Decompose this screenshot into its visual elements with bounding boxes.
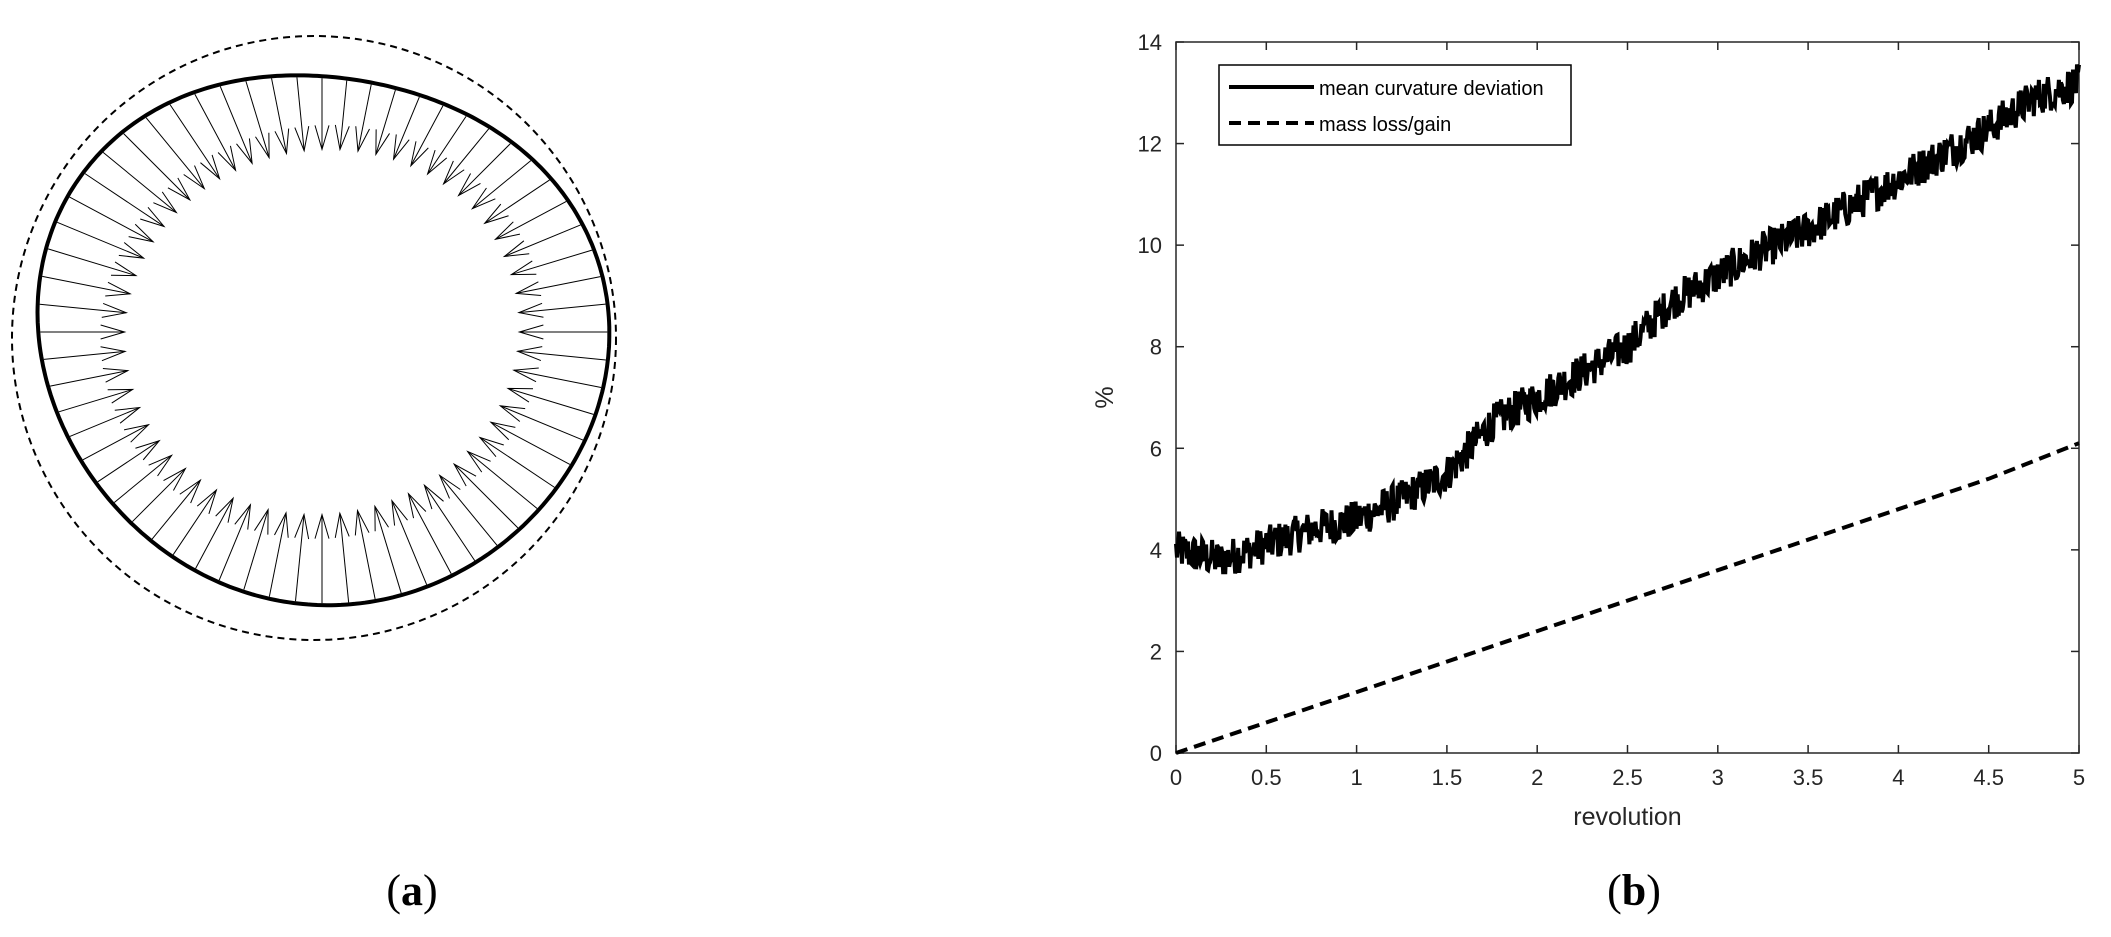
inward-arrow [219,86,253,165]
inward-arrow [334,511,350,603]
inward-arrow [243,507,269,590]
x-tick-label: 2.5 [1612,765,1643,790]
inward-arrow [169,104,221,181]
inward-arrow [512,367,602,389]
inward-arrow [355,84,372,153]
inward-arrow [294,512,310,602]
inward-arrow [151,478,202,540]
reference-circle [11,35,617,641]
inward-arrow [410,105,444,168]
inward-arrow [407,492,452,574]
inward-arrow [478,436,555,488]
inward-arrow [442,128,490,186]
inward-arrow [43,346,127,362]
y-tick-label: 12 [1138,132,1162,157]
inward-arrow [489,421,571,465]
inward-arrow [271,78,290,156]
inward-arrow [457,143,511,197]
x-tick-label: 1 [1350,765,1362,790]
inward-arrow [84,173,166,228]
inward-arrow [145,117,206,190]
inward-arrow [391,499,428,585]
inward-arrow [506,387,594,415]
deformed-contour [35,73,612,608]
x-tick-label: 3 [1712,765,1724,790]
x-tick-label: 4.5 [1973,765,2004,790]
y-tick-label: 10 [1138,233,1162,258]
inward-arrow [57,221,146,259]
inward-arrow [515,346,606,362]
inward-arrow [132,467,187,522]
inward-arrow [69,406,142,437]
inward-arrow [483,179,550,225]
series-line-mean-curvature-deviation [1174,64,2081,575]
inward-arrow [50,367,130,387]
inward-arrow [509,249,593,276]
x-tick-label: 4 [1892,765,1904,790]
inward-arrow [502,224,581,258]
inward-arrow [470,160,532,210]
inward-arrow [195,496,234,569]
panel-b-label: (b) [1607,866,1661,915]
inward-arrow [102,152,178,214]
inward-arrow [113,454,174,503]
inward-arrow [374,504,402,594]
panel-a-label: (a) [386,866,437,915]
inward-arrow [334,80,350,152]
inward-arrow [97,439,161,483]
inward-arrow [314,512,330,604]
y-tick-label: 14 [1138,30,1162,55]
inward-arrow [517,324,608,340]
inward-arrow [423,483,476,561]
inward-arrow [294,77,310,153]
x-tick-label: 3.5 [1793,765,1824,790]
legend-label-mean-curvature-deviation: mean curvature deviation [1319,78,1544,100]
x-axis-label: revolution [1573,803,1681,831]
inward-arrow [426,115,467,176]
inward-arrow [123,133,192,202]
inward-arrow [172,488,218,555]
inward-arrow [392,96,420,161]
inward-arrow [47,248,138,277]
series-line-mass-loss-gain [1175,441,2080,755]
inward-arrow [194,93,237,172]
inward-arrow [40,324,127,340]
y-tick-label: 8 [1150,335,1162,360]
inward-arrow [438,474,498,546]
inward-arrow [514,276,601,297]
inward-arrow [354,508,376,600]
inward-arrow [82,423,151,461]
x-tick-label: 0.5 [1251,765,1282,790]
x-tick-label: 5 [2073,765,2085,790]
inward-arrow [58,388,135,413]
inward-arrow [268,511,289,597]
inward-arrow [375,89,396,157]
inward-arrow [218,503,252,581]
inward-arrow [39,302,129,318]
y-axis-label: % [1091,386,1119,408]
y-tick-label: 0 [1150,741,1162,766]
inward-arrow [42,275,132,297]
x-tick-label: 2 [1531,765,1543,790]
arrow-group [39,77,608,604]
inward-arrow [517,302,606,318]
panel-a-diagram [11,35,617,641]
inward-arrow [466,450,538,509]
y-tick-label: 2 [1150,639,1162,664]
inward-arrow [452,462,519,529]
inward-arrow [498,405,584,441]
x-tick-label: 0 [1170,765,1182,790]
inward-arrow [314,78,330,152]
inward-arrow [245,81,270,160]
inward-arrow [69,196,155,243]
legend-box [1218,64,1572,146]
y-tick-label: 6 [1150,436,1162,461]
legend: mean curvature deviation mass loss/gain [1218,64,1572,146]
x-tick-label: 1.5 [1432,765,1463,790]
y-tick-label: 4 [1150,538,1162,563]
legend-label-mass-loss-gain: mass loss/gain [1319,114,1451,136]
inward-arrow [493,200,567,241]
panel-b-chart: 0 0.5 1 1.5 2 2.5 3 3.5 4 4.5 5 0 2 4 6 8 10 12 14 revolut… [1091,30,2085,831]
